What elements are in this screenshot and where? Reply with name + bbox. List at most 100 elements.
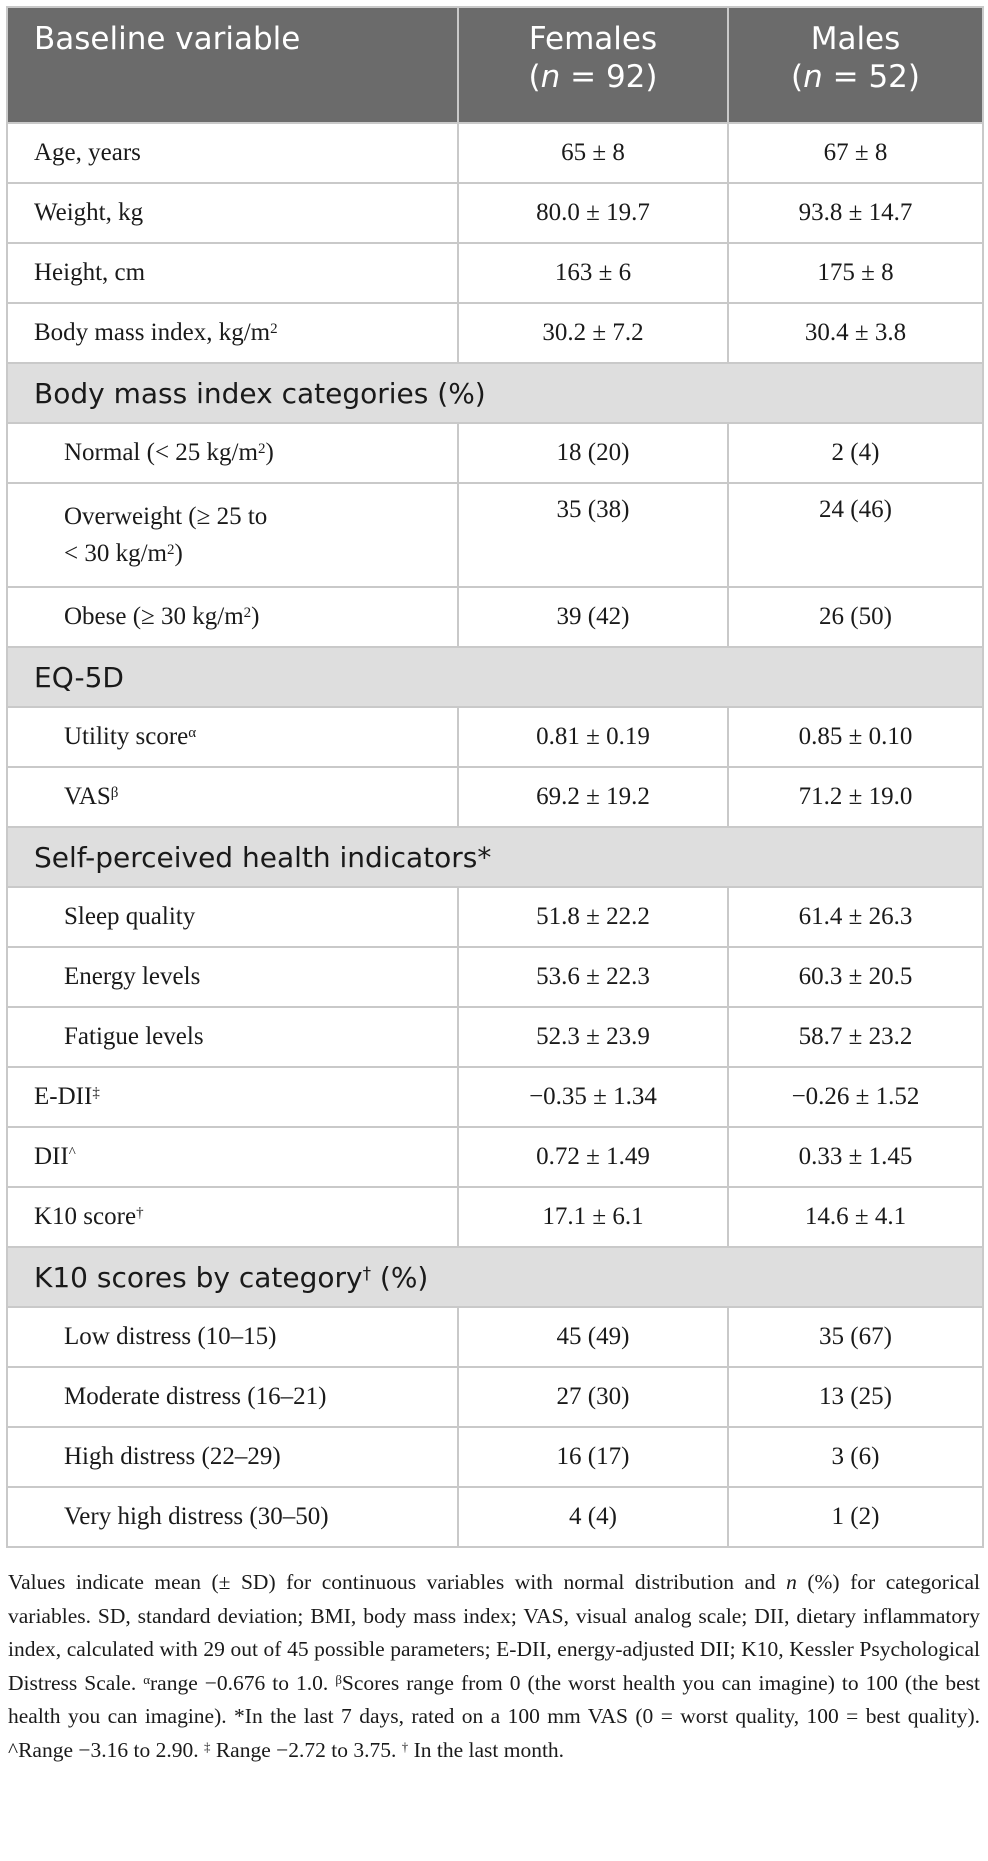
section-title-text: K10 scores by category (34, 1260, 363, 1294)
footnote-part: (%) for categorical variables. SD, stand… (8, 1570, 980, 1695)
row-label: Overweight (≥ 25 to < 30 kg/m2) (6, 482, 459, 588)
males-value: 67 ± 8 (727, 122, 984, 184)
females-value: 51.8 ± 22.2 (457, 886, 729, 948)
footnote-part: Scores range from 0 (the worst health yo… (8, 1670, 980, 1762)
header-males-n: n (803, 59, 823, 95)
table-row: VASβ 69.2 ± 19.2 71.2 ± 19.0 (6, 766, 984, 828)
table-row: Moderate distress (16–21) 27 (30) 13 (25… (6, 1366, 984, 1428)
footnote-part: Values indicate mean (± SD) for continuo… (8, 1570, 787, 1594)
table-row: High distress (22–29) 16 (17) 3 (6) (6, 1426, 984, 1488)
row-label-sup: 2 (257, 441, 266, 458)
males-value: −0.26 ± 1.52 (727, 1066, 984, 1128)
males-value: 71.2 ± 19.0 (727, 766, 984, 828)
table-row: K10 score† 17.1 ± 6.1 14.6 ± 4.1 (6, 1186, 984, 1248)
row-label-text: DII (34, 1143, 69, 1170)
header-females-n: n (540, 59, 561, 95)
row-label: Age, years (6, 122, 459, 184)
row-label-sup: † (136, 1205, 144, 1222)
section-row: Body mass index categories (%) (6, 362, 984, 424)
row-label: Obese (≥ 30 kg/m2) (6, 586, 459, 648)
females-value: 0.72 ± 1.49 (457, 1126, 729, 1188)
females-value: 30.2 ± 7.2 (457, 302, 729, 364)
females-value: 27 (30) (457, 1366, 729, 1428)
row-label-text: Normal (< 25 kg/m (64, 439, 258, 466)
section-title: EQ-5D (6, 646, 984, 708)
row-label: Sleep quality (6, 886, 459, 948)
row-label: Utility scoreα (6, 706, 459, 768)
header-males-label: Males (810, 21, 901, 57)
row-label-line1: Overweight (≥ 25 to (64, 503, 268, 530)
footnote-sup-beta: β (335, 1672, 342, 1687)
females-value: 45 (49) (457, 1306, 729, 1368)
section-row: K10 scores by category† (%) (6, 1246, 984, 1308)
footnote-sup-double-dagger: ‡ (204, 1739, 211, 1754)
table-header-row: Baseline variable Females (n = 92) Males… (6, 6, 984, 124)
males-value: 58.7 ± 23.2 (727, 1006, 984, 1068)
females-value: 0.81 ± 0.19 (457, 706, 729, 768)
females-value: 18 (20) (457, 422, 729, 484)
males-value: 26 (50) (727, 586, 984, 648)
row-label: K10 score† (6, 1186, 459, 1248)
baseline-characteristics-table: Baseline variable Females (n = 92) Males… (6, 6, 984, 1548)
header-baseline-variable: Baseline variable (6, 6, 459, 124)
row-label-text: K10 score (34, 1203, 137, 1230)
table-footnote: Values indicate mean (± SD) for continuo… (6, 1566, 982, 1767)
row-label-end: ) (251, 603, 260, 630)
section-title-sup: † (362, 1262, 371, 1283)
header-open-paren: ( (528, 59, 541, 95)
females-value: 163 ± 6 (457, 242, 729, 304)
section-title: Body mass index categories (%) (6, 362, 984, 424)
row-label-end: ) (174, 540, 183, 567)
males-value: 175 ± 8 (727, 242, 984, 304)
row-label-text: Body mass index, kg/m (34, 319, 271, 346)
males-value: 61.4 ± 26.3 (727, 886, 984, 948)
table-row: Height, cm 163 ± 6 175 ± 8 (6, 242, 984, 304)
table-row: Overweight (≥ 25 to < 30 kg/m2) 35 (38) 2… (6, 482, 984, 588)
header-males-count: = 52) (822, 59, 920, 95)
row-label-sup: 2 (243, 605, 252, 622)
row-label-text: VAS (64, 783, 111, 810)
row-label-text: Utility score (64, 723, 189, 750)
section-title: K10 scores by category† (%) (6, 1246, 984, 1308)
females-value: 80.0 ± 19.7 (457, 182, 729, 244)
table-row: Normal (< 25 kg/m2) 18 (20) 2 (4) (6, 422, 984, 484)
footnote-part: Range −2.72 to 3.75. (210, 1737, 402, 1762)
row-label: Moderate distress (16–21) (6, 1366, 459, 1428)
males-value: 0.85 ± 0.10 (727, 706, 984, 768)
row-label: Energy levels (6, 946, 459, 1008)
row-label: High distress (22–29) (6, 1426, 459, 1488)
females-value: 39 (42) (457, 586, 729, 648)
table-row: Body mass index, kg/m2 30.2 ± 7.2 30.4 ±… (6, 302, 984, 364)
females-value: −0.35 ± 1.34 (457, 1066, 729, 1128)
table-row: DII^ 0.72 ± 1.49 0.33 ± 1.45 (6, 1126, 984, 1188)
row-label-sup: 2 (270, 321, 278, 338)
header-females: Females (n = 92) (457, 6, 729, 124)
row-label-line2: < 30 kg/m (64, 540, 167, 567)
row-label-end: ) (265, 439, 274, 466)
row-label: Normal (< 25 kg/m2) (6, 422, 459, 484)
males-value: 14.6 ± 4.1 (727, 1186, 984, 1248)
row-label: Weight, kg (6, 182, 459, 244)
row-label: E-DII‡ (6, 1066, 459, 1128)
header-females-count: = 92) (560, 59, 658, 95)
females-value: 17.1 ± 6.1 (457, 1186, 729, 1248)
table-row: Low distress (10–15) 45 (49) 35 (67) (6, 1306, 984, 1368)
females-value: 35 (38) (457, 482, 729, 588)
table-row: Age, years 65 ± 8 67 ± 8 (6, 122, 984, 184)
males-value: 3 (6) (727, 1426, 984, 1488)
males-value: 13 (25) (727, 1366, 984, 1428)
row-label-sup: α (188, 725, 197, 742)
females-value: 16 (17) (457, 1426, 729, 1488)
header-females-label: Females (528, 21, 658, 57)
footnote-sup-dagger: † (401, 1739, 409, 1754)
females-value: 65 ± 8 (457, 122, 729, 184)
row-label-text: Obese (≥ 30 kg/m (64, 603, 244, 630)
row-label: Height, cm (6, 242, 459, 304)
footnote-italic-n: n (786, 1570, 797, 1594)
row-label: Body mass index, kg/m2 (6, 302, 459, 364)
males-value: 35 (67) (727, 1306, 984, 1368)
header-males: Males (n = 52) (727, 6, 984, 124)
row-label: VASβ (6, 766, 459, 828)
row-label-sup: ‡ (92, 1085, 100, 1102)
table-row: Obese (≥ 30 kg/m2) 39 (42) 26 (50) (6, 586, 984, 648)
